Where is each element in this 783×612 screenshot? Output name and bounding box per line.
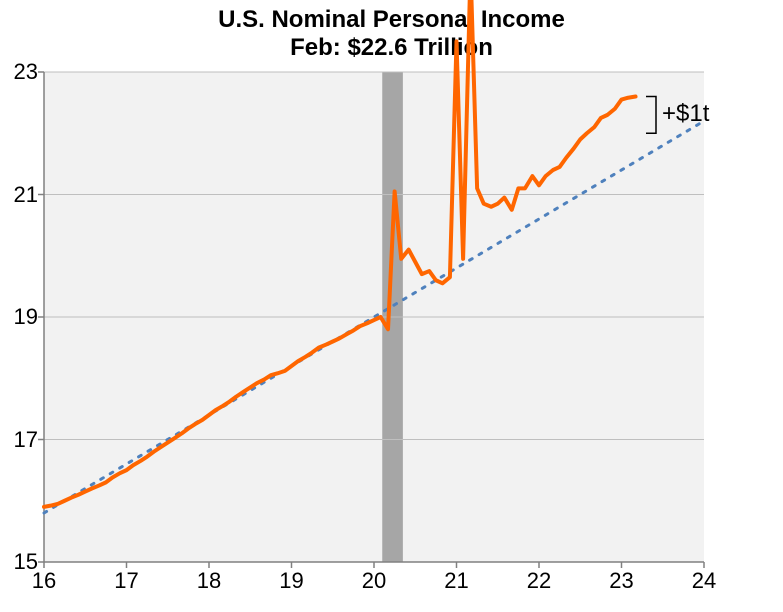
plot-svg	[44, 72, 704, 562]
x-tick-label: 16	[32, 562, 56, 594]
chart-title-line2: Feb: $22.6 Trillion	[0, 34, 783, 62]
plot-area: 1517192123161718192021222324+$1t	[44, 72, 704, 562]
x-tick-label: 23	[609, 562, 633, 594]
chart-title-line1: U.S. Nominal Personal Income	[0, 6, 783, 34]
gap-annotation: +$1t	[662, 100, 709, 128]
x-tick-label: 18	[197, 562, 221, 594]
x-tick-label: 20	[362, 562, 386, 594]
y-tick-label: 17	[0, 427, 44, 453]
y-tick-label: 19	[0, 304, 44, 330]
chart-title: U.S. Nominal Personal Income Feb: $22.6 …	[0, 6, 783, 61]
y-tick-label: 23	[0, 59, 44, 85]
x-tick-label: 22	[527, 562, 551, 594]
x-tick-label: 17	[114, 562, 138, 594]
y-tick-label: 21	[0, 182, 44, 208]
x-tick-label: 19	[279, 562, 303, 594]
chart-container: U.S. Nominal Personal Income Feb: $22.6 …	[0, 0, 783, 612]
x-tick-label: 21	[444, 562, 468, 594]
x-tick-label: 24	[692, 562, 716, 594]
